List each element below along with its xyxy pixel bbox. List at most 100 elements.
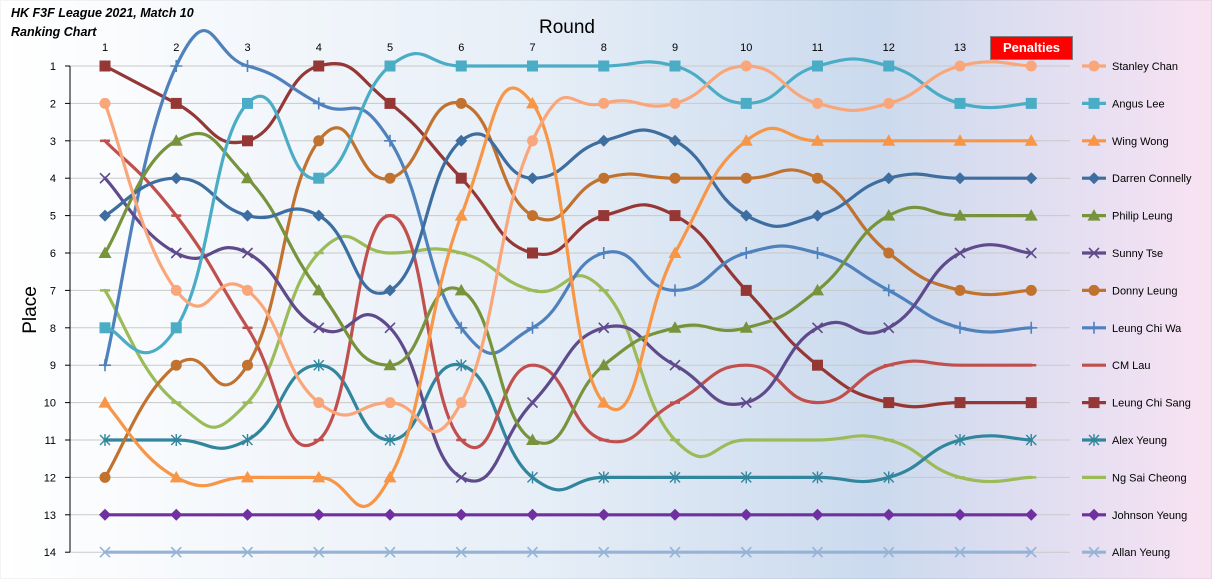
data-point: [99, 172, 111, 184]
series-line: [103, 234, 1033, 484]
legend-label: Sunny Tse: [1112, 248, 1163, 260]
data-point: [1088, 172, 1100, 185]
series-allan-yeung: [99, 546, 1037, 558]
data-point: [455, 321, 468, 334]
x-tick-label: 3: [244, 42, 250, 54]
data-point: [1024, 134, 1038, 146]
data-point: [954, 434, 966, 446]
data-point: [883, 97, 895, 109]
data-point: [669, 210, 681, 222]
data-point: [1087, 209, 1101, 221]
data-point: [669, 546, 681, 558]
data-point: [1025, 284, 1037, 296]
data-point: [597, 134, 610, 147]
data-point: [241, 546, 254, 558]
data-point: [1088, 247, 1100, 259]
data-point: [954, 397, 966, 409]
data-point: [242, 97, 253, 109]
data-point: [1025, 397, 1037, 409]
data-point: [740, 97, 752, 109]
data-point: [384, 134, 396, 147]
x-tick-label: 13: [954, 42, 966, 54]
data-point: [883, 322, 895, 334]
data-point: [526, 546, 539, 558]
data-point: [242, 284, 253, 296]
data-point: [669, 284, 681, 297]
legend-item: Wing Wong: [1082, 134, 1169, 148]
data-point: [384, 508, 396, 521]
data-point: [811, 247, 824, 259]
data-point: [1024, 209, 1038, 221]
data-point: [598, 97, 610, 109]
y-tick-label: 3: [50, 136, 56, 148]
y-tick-label: 14: [44, 547, 56, 559]
data-point: [1025, 60, 1037, 72]
legend-label: Leung Chi Wa: [1112, 323, 1182, 335]
data-point: [811, 134, 824, 146]
data-point: [241, 60, 254, 72]
data-point: [312, 470, 326, 483]
y-tick-label: 2: [50, 98, 56, 110]
series-line: [103, 139, 1033, 450]
data-point: [1088, 321, 1100, 334]
data-point: [1087, 134, 1101, 146]
series-cm-lau: [100, 139, 1037, 450]
x-tick-label: 9: [672, 42, 678, 54]
data-point: [98, 246, 112, 258]
data-point: [384, 172, 396, 184]
data-point: [99, 209, 111, 222]
data-point: [740, 60, 752, 72]
data-point: [383, 358, 397, 371]
data-point: [242, 359, 253, 371]
data-point: [598, 210, 610, 222]
legend-item: Philip Leung: [1082, 209, 1173, 223]
x-tick-label: 4: [316, 42, 322, 54]
data-point: [1088, 284, 1100, 296]
data-point: [882, 508, 895, 521]
legend: Stanley Chan Angus Lee Wing Wong Darren Con…: [1082, 60, 1192, 559]
data-point: [1088, 397, 1100, 409]
data-point: [170, 546, 182, 558]
data-point: [169, 134, 183, 146]
data-point: [241, 171, 254, 184]
data-point: [526, 397, 539, 409]
legend-label: Alex Yeung: [1112, 435, 1167, 447]
data-point: [812, 97, 823, 109]
data-point: [669, 172, 681, 184]
data-point: [812, 60, 823, 72]
data-point: [99, 60, 111, 72]
data-point: [597, 358, 611, 371]
x-tick-label: 1: [102, 42, 108, 54]
x-tick-label: 6: [458, 42, 464, 54]
data-point: [527, 247, 538, 259]
data-point: [384, 434, 396, 446]
legend-item: Allan Yeung: [1082, 546, 1170, 559]
series-line: [103, 60, 1033, 434]
data-point: [313, 60, 325, 72]
data-point: [954, 247, 966, 259]
data-point: [953, 134, 967, 146]
data-point: [455, 172, 467, 184]
data-point: [883, 397, 895, 409]
data-point: [526, 172, 539, 185]
data-point: [669, 97, 681, 109]
data-point: [598, 60, 610, 72]
data-point: [668, 246, 682, 258]
data-point: [455, 546, 467, 558]
data-point: [384, 60, 396, 72]
data-point: [882, 172, 895, 185]
data-point: [811, 546, 824, 558]
data-point: [954, 284, 966, 296]
series-leung-chi-sang: [99, 60, 1037, 409]
data-point: [954, 321, 966, 334]
legend-label: Philip Leung: [1112, 211, 1173, 223]
data-point: [1088, 546, 1100, 558]
y-tick-label: 5: [50, 211, 56, 223]
legend-label: Darren Connelly: [1112, 173, 1192, 185]
data-point: [1025, 434, 1037, 446]
legend-item: Angus Lee: [1082, 97, 1165, 110]
data-point: [170, 322, 182, 334]
data-point: [1025, 97, 1037, 109]
data-point: [883, 546, 895, 558]
